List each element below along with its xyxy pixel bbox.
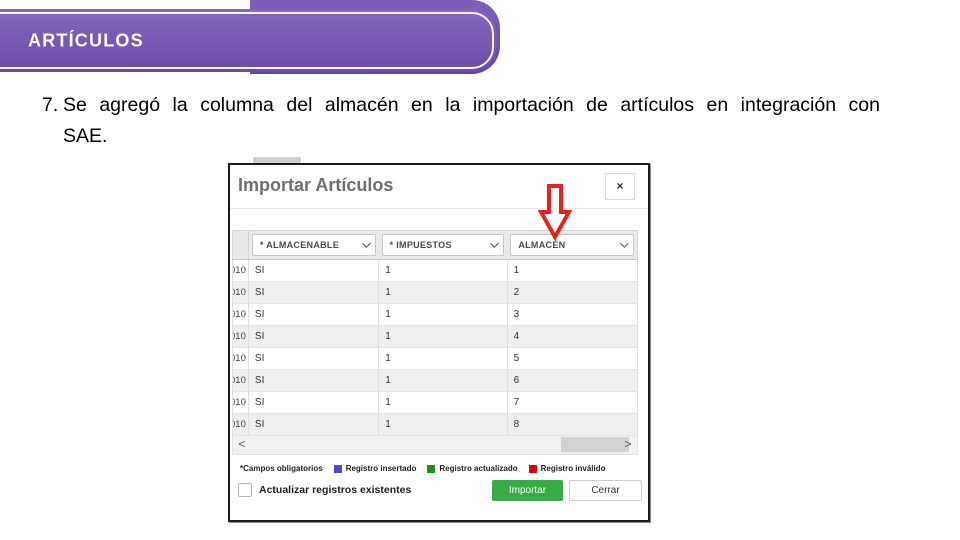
table-row[interactable]: 010 SI 1 3 [232,304,638,326]
row-id-cell: 010 [233,370,249,391]
scrollbar-thumb[interactable] [561,437,629,452]
row-id-cell: 010 [233,260,249,281]
dialog-title: Importar Artículos [238,175,394,195]
chevron-down-icon [490,239,499,248]
column-header-almacenable: * ALMACENABLE [249,231,379,259]
red-arrow-annotation [538,184,572,240]
import-table: * ALMACENABLE * IMPUESTOS ALMACÉN [232,230,638,455]
row-id-cell: 010 [233,282,249,303]
table-corner-cell [233,231,249,259]
almacenable-cell: SI [249,370,380,391]
row-id-cell: 010 [233,326,249,347]
scroll-left-icon[interactable]: < [238,437,246,451]
item-number: 7. [42,94,59,116]
impuestos-cell: 1 [379,414,508,435]
legend-item-label: Registro actualizado [439,464,518,473]
column-header-almacen: ALMACÉN [507,231,637,259]
table-body: 010 SI 1 1 010 SI 1 2 010 SI 1 3 010 SI … [232,260,638,436]
impuestos-cell: 1 [379,370,508,391]
close-icon[interactable]: × [605,173,635,200]
table-row[interactable]: 010 SI 1 2 [232,282,638,304]
cerrar-button[interactable]: Cerrar [569,479,642,501]
section-title: ARTÍCULOS [28,30,144,50]
table-row[interactable]: 010 SI 1 8 [232,414,638,436]
legend-items: Registro insertado Registro actualizado … [333,464,606,473]
import-button[interactable]: Importar [492,479,563,501]
impuestos-cell: 1 [379,392,508,413]
legend-item: Registro insertado [333,464,417,473]
table-row[interactable]: 010 SI 1 6 [232,370,638,392]
almacen-cell: 8 [513,419,520,430]
almacenable-cell: SI [249,282,380,303]
row-id-cell: 010 [233,414,249,435]
legend-item: Registro actualizado [427,464,518,473]
scroll-right-icon[interactable]: > [624,437,632,451]
impuestos-cell: 1 [379,304,508,325]
almacen-cell: 5 [513,353,520,364]
impuestos-cell: 1 [379,282,508,303]
title-divider [230,208,648,209]
almacen-cell: 1 [513,265,520,276]
dialog-footer: Actualizar registros existentes Importar… [238,479,642,501]
chevron-down-icon [620,239,629,248]
legend-color-swatch [528,464,537,473]
table-row[interactable]: 010 SI 1 1 [232,260,638,282]
table-row[interactable]: 010 SI 1 4 [232,326,638,348]
impuestos-cell: 1 [379,326,508,347]
impuestos-dropdown[interactable]: * IMPUESTOS [381,234,505,256]
cropped-screenshot-artifact [253,157,301,163]
row-id-cell: 010 [233,304,249,325]
impuestos-cell: 1 [379,348,508,369]
almacenable-cell: SI [249,260,380,281]
checkbox-label: Actualizar registros existentes [259,484,412,496]
column-header-impuestos: * IMPUESTOS [379,231,508,259]
legend-color-swatch [333,464,342,473]
almacenable-cell: SI [249,326,380,347]
legend-color-swatch [427,464,436,473]
almacen-cell: 6 [513,375,520,386]
almacen-cell: 7 [513,397,520,408]
update-existing-checkbox[interactable] [238,483,252,497]
almacenable-cell: SI [249,304,380,325]
legend-item-label: Registro inválido [540,464,606,473]
legend: *Campos obligatorios Registro insertado … [240,464,606,473]
table-row[interactable]: 010 SI 1 7 [232,392,638,414]
impuestos-cell: 1 [379,260,508,281]
legend-item-label: Registro insertado [345,464,417,473]
item-text-line1: Se agregó la columna del almacén en la i… [63,94,880,116]
almacen-cell: 2 [513,287,520,298]
table-header-row: * ALMACENABLE * IMPUESTOS ALMACÉN [232,230,638,260]
row-id-cell: 010 [233,392,249,413]
row-id-cell: 010 [233,348,249,369]
almacenable-cell: SI [249,392,380,413]
numbered-item: 7. Se agregó la columna del almacén en l… [42,90,882,152]
almacen-cell: 4 [513,331,520,342]
almacenable-dropdown[interactable]: * ALMACENABLE [251,234,376,256]
item-text: Se agregó la columna del almacén en la i… [63,90,880,152]
almacenable-cell: SI [249,348,380,369]
required-fields-note: *Campos obligatorios [240,464,323,473]
horizontal-scrollbar[interactable]: < > [232,436,638,455]
legend-item: Registro inválido [528,464,606,473]
almacenable-cell: SI [249,414,380,435]
almacen-dropdown[interactable]: ALMACÉN [510,234,634,256]
almacen-cell: 3 [513,309,520,320]
section-banner: ARTÍCULOS [0,9,497,72]
chevron-down-icon [361,239,371,248]
import-dialog: Importar Artículos × * ALMACENABLE * IMP… [228,163,650,522]
item-text-line2: SAE. [63,125,108,147]
table-row[interactable]: 010 SI 1 5 [232,348,638,370]
